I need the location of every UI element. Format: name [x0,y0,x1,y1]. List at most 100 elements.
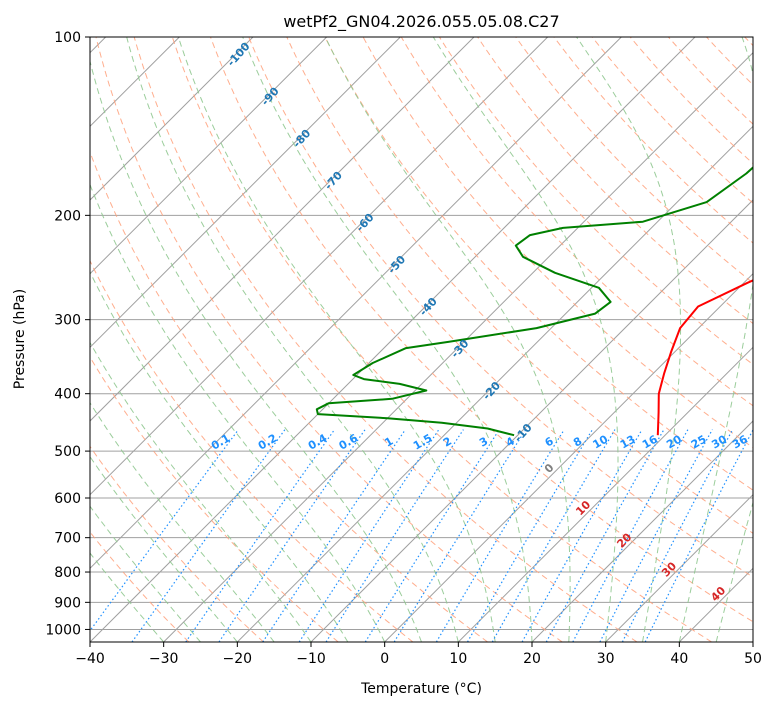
mixing-ratio-label: 36 [730,432,750,451]
dry-adiabat-label: -90 [259,85,282,109]
grid-layer [0,37,775,642]
moist-adiabat-line [679,37,763,642]
x-tick-label: 0 [380,651,389,667]
mixing-ratio-line [82,430,239,642]
dry-adiabat-line [0,37,189,642]
y-tick-label: 600 [54,491,81,507]
isotherm-line [679,37,775,642]
mixing-ratio-line [645,430,753,642]
mixing-ratio-line [436,430,564,642]
dry-adiabat-line [745,37,775,642]
dry-adiabat-label: -60 [354,211,377,235]
mixing-ratio-label: 10 [591,432,611,451]
isotherm-line [16,37,621,642]
dry-adiabat-line [707,37,775,642]
dry-adiabat-line [516,37,775,642]
moist-adiabat-line [243,37,532,642]
mixing-ratio-label: 1.5 [411,432,434,453]
moist-adiabat-line [0,37,274,642]
isotherm-line [458,37,775,642]
dry-adiabat-label: -40 [417,295,440,319]
dry-adiabat-label: -100 [225,40,253,69]
y-tick-label: 300 [54,313,81,329]
mixing-ratio-label: 0.2 [256,432,279,453]
moist-adiabat-line [716,37,775,642]
moist-adiabat-label: 20 [614,530,634,550]
mixing-ratio-label: 8 [571,435,584,450]
dry-adiabat-label: -70 [322,169,345,193]
mixing-ratio-label: 25 [689,433,709,452]
moist-adiabat-line [0,37,201,642]
moist-adiabat-line [49,37,385,642]
mixing-ratio-label: 0.4 [306,431,330,452]
mixing-ratio-line [186,430,335,642]
mixing-ratio-label: 20 [664,432,684,451]
x-tick-label: 30 [597,651,615,667]
mixing-ratio-line [326,430,463,642]
moist-adiabat-line [325,37,570,642]
dry-adiabat-line [554,37,775,642]
moist-adiabat-line [753,37,775,642]
x-tick-label: 10 [449,651,467,667]
dry-adiabat-line [134,37,637,642]
dry-adiabat-label: -50 [385,253,408,277]
x-tick-label: −10 [296,651,326,667]
dry-adiabat-line [20,37,413,642]
x-tick-label: 20 [523,651,541,667]
moist-adiabat-line [178,37,495,642]
mixing-ratio-label: 16 [640,432,660,451]
mixing-ratio-label: 1 [382,435,395,450]
y-tick-label: 700 [54,531,81,547]
mixing-ratio-line [394,430,526,642]
y-axis-title: Pressure (hPa) [12,289,28,389]
moist-adiabat-label: 10 [573,498,593,518]
mixing-ratio-label: 6 [543,434,556,449]
isotherm-line [237,37,775,642]
isotherm-line [0,37,474,642]
y-tick-label: 100 [54,30,81,46]
isotherm-line [90,37,695,642]
moist-adiabat-line [0,37,237,642]
isotherm-line [753,37,775,642]
x-tick-label: −40 [75,651,105,667]
moist-adiabat-line [0,37,311,642]
dry-adiabat-line [58,37,488,642]
mixing-ratio-line [365,430,499,642]
moist-adiabat-line [84,37,421,642]
moist-adiabat-label: 0 [542,461,557,476]
y-tick-label: 800 [54,565,81,581]
mixing-ratio-line [492,430,615,642]
mixing-ratio-line [132,430,285,642]
dry-adiabat-line [668,37,775,642]
x-tick-label: −20 [223,651,253,667]
dry-adiabat-line [0,37,264,642]
dry-adiabat-label: -10 [512,421,535,445]
x-tick-label: −30 [149,651,179,667]
x-tick-label: 40 [670,651,688,667]
isotherm-line [311,37,775,642]
x-axis-title: Temperature (°C) [360,681,482,697]
dry-adiabat-line [96,37,562,642]
isotherm-line [385,37,775,642]
y-tick-label: 900 [54,595,81,611]
mixing-ratio-label: 30 [709,432,729,451]
y-tick-label: 1000 [45,622,81,638]
moist-adiabat-line [18,37,348,642]
moist-adiabat-label: 40 [708,584,728,604]
isotherm-line [0,37,400,642]
plot-frame [90,37,753,642]
mixing-ratio-line [600,430,713,642]
y-tick-label: 500 [54,444,81,460]
dry-adiabat-label: -20 [480,379,503,403]
y-tick-label: 400 [54,387,81,403]
isotherm-line [532,37,775,642]
chart-title: wetPf2_GN04.2026.055.05.08.C27 [283,12,559,32]
y-tick-label: 200 [54,208,81,224]
mixing-ratio-label: 13 [618,433,638,452]
dry-adiabat-line [478,37,775,642]
dry-adiabat-line [592,37,775,642]
dry-adiabat-label: -30 [448,337,471,361]
mixing-ratio-label: 0.1 [209,432,232,453]
